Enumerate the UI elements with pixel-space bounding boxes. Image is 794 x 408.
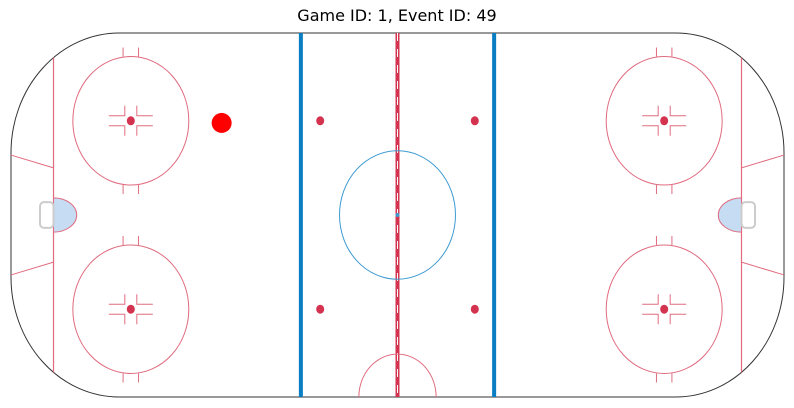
neutral-faceoff-dot: [316, 304, 325, 314]
goal-crease-right: [718, 197, 742, 233]
faceoff-l-marker: [108, 125, 126, 136]
neutral-faceoff-dot: [470, 116, 479, 126]
event-markers: [211, 112, 232, 133]
faceoff-l-marker: [136, 105, 153, 117]
faceoff-l-marker: [669, 105, 687, 117]
neutral-faceoff-dot: [470, 304, 479, 314]
faceoff-l-marker: [669, 125, 687, 136]
faceoff-circle: [72, 56, 190, 186]
faceoff-l-marker: [136, 313, 153, 325]
trapezoid-line: [741, 261, 785, 276]
trapezoid-line: [741, 154, 785, 169]
event-point: [211, 112, 232, 133]
faceoff-circle: [605, 56, 723, 186]
referee-crease: [358, 353, 437, 398]
faceoff-l-marker: [642, 105, 659, 117]
faceoff-circle: [72, 244, 190, 374]
faceoff-l-marker: [108, 313, 126, 325]
trapezoid-line: [10, 154, 54, 169]
center-circle: [339, 150, 456, 280]
faceoff-l-marker: [136, 294, 153, 305]
faceoff-l-marker: [108, 294, 126, 305]
chart-title: Game ID: 1, Event ID: 49: [297, 6, 497, 25]
faceoff-circle: [605, 244, 723, 374]
neutral-faceoff-dot: [316, 116, 325, 126]
faceoff-dot: [126, 116, 135, 126]
faceoff-dot: [126, 304, 135, 314]
faceoff-dot: [660, 116, 669, 126]
trapezoid-line: [10, 261, 54, 276]
faceoff-l-marker: [108, 105, 126, 117]
faceoff-l-marker: [642, 125, 659, 136]
goal-net-left: [38, 201, 55, 229]
faceoff-l-marker: [136, 125, 153, 136]
faceoff-l-marker: [642, 294, 659, 305]
goal-net-right: [740, 201, 757, 229]
faceoff-l-marker: [669, 294, 687, 305]
faceoff-l-marker: [642, 313, 659, 325]
goal-crease-left: [53, 197, 77, 233]
faceoff-l-marker: [669, 313, 687, 325]
rink-diagram: [10, 32, 785, 398]
faceoff-dot: [660, 304, 669, 314]
center-faceoff-dot: [395, 213, 400, 217]
